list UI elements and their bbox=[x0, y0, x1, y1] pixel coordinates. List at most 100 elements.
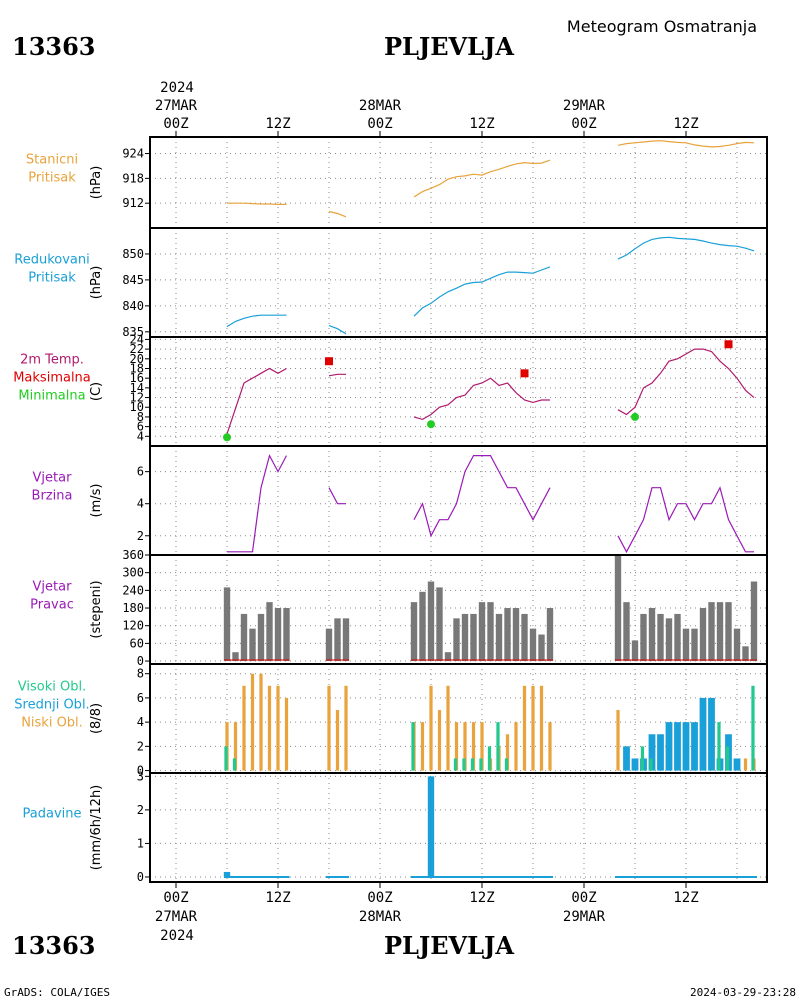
x-time-top: 00Z bbox=[163, 116, 188, 132]
series-line bbox=[227, 202, 287, 205]
bar bbox=[514, 722, 518, 771]
bar bbox=[716, 602, 724, 662]
y-tick-label: 12 bbox=[130, 391, 144, 405]
bar bbox=[344, 685, 348, 771]
bar bbox=[267, 685, 272, 771]
bar bbox=[742, 646, 749, 662]
bar bbox=[487, 746, 492, 771]
bar bbox=[327, 685, 331, 771]
max-temp-marker bbox=[724, 340, 733, 349]
min-temp-marker bbox=[631, 412, 639, 421]
bar bbox=[750, 581, 758, 662]
x-time-bottom: 00Z bbox=[163, 890, 188, 906]
panel-label: Pritisak bbox=[28, 171, 76, 186]
x-date-bottom: 29MAR bbox=[563, 909, 606, 925]
y-tick-label: 8 bbox=[137, 410, 144, 424]
series-line bbox=[328, 325, 347, 335]
panel-unit: (stepeni) bbox=[89, 580, 104, 638]
bar bbox=[682, 628, 690, 662]
series-line bbox=[617, 236, 755, 260]
y-tick-label: 4 bbox=[137, 497, 144, 511]
x-date-bottom: 28MAR bbox=[359, 909, 402, 925]
series-line bbox=[328, 487, 346, 505]
bar bbox=[648, 608, 656, 662]
series-line bbox=[413, 377, 550, 421]
year-bottom: 2024 bbox=[160, 928, 194, 944]
y-tick-label: 4 bbox=[137, 429, 144, 443]
footer-software: GrADS: COLA/IGES bbox=[4, 986, 110, 999]
bar bbox=[284, 697, 289, 771]
panel-unit: (m/s) bbox=[89, 484, 104, 518]
bar bbox=[733, 628, 741, 662]
bar bbox=[266, 602, 273, 662]
bar bbox=[232, 652, 239, 662]
series-line bbox=[226, 314, 287, 328]
bar bbox=[699, 608, 707, 662]
max-temp-marker bbox=[325, 357, 333, 366]
panel-frame bbox=[149, 227, 768, 338]
bar bbox=[420, 722, 425, 771]
y-tick-label: 2 bbox=[137, 739, 144, 753]
y-tick-label: 60 bbox=[130, 636, 144, 650]
bar bbox=[463, 722, 467, 771]
y-tick-label: 850 bbox=[122, 247, 144, 261]
bar bbox=[743, 758, 748, 771]
series-line bbox=[226, 367, 287, 435]
x-date-bottom: 27MAR bbox=[155, 909, 198, 925]
bar bbox=[461, 613, 469, 662]
bar bbox=[478, 602, 486, 662]
bar bbox=[665, 722, 673, 771]
bar bbox=[470, 758, 475, 771]
min-temp-marker bbox=[223, 433, 231, 442]
bar bbox=[453, 758, 458, 771]
panel-wind_dir: 0 60 120 180 240 300 360 Vjetar Pravac (stepeni) bbox=[30, 548, 768, 668]
station-name-bottom: PLJEVLJA bbox=[384, 931, 514, 960]
panel-unit: (mm/6h/12h) bbox=[89, 785, 104, 871]
panel-label: Srednji Obl. bbox=[14, 698, 89, 713]
footer-timestamp: 2024-03-29-23:28 bbox=[690, 986, 796, 999]
bar bbox=[249, 628, 256, 662]
y-tick-label: 10 bbox=[130, 400, 144, 414]
x-time-top: 00Z bbox=[571, 116, 596, 132]
bar bbox=[504, 608, 511, 662]
bar bbox=[240, 613, 248, 662]
y-tick-label: 1 bbox=[137, 836, 144, 850]
bar bbox=[479, 758, 483, 771]
bar bbox=[223, 871, 231, 877]
panel-label: Redukovani bbox=[14, 253, 89, 268]
bar bbox=[522, 685, 527, 771]
x-date-top: 29MAR bbox=[563, 98, 606, 114]
y-tick-label: 0 bbox=[137, 870, 144, 884]
bar bbox=[623, 602, 630, 662]
x-time-bottom: 12Z bbox=[673, 890, 698, 906]
station-id-top: 13363 bbox=[12, 32, 96, 61]
bar bbox=[699, 697, 707, 771]
panel-label: Minimalna bbox=[18, 389, 85, 404]
bar bbox=[419, 591, 426, 662]
y-tick-label: 835 bbox=[122, 325, 144, 339]
station-id-bottom: 13363 bbox=[12, 931, 96, 960]
y-tick-label: 3 bbox=[137, 769, 144, 783]
x-time-top: 12Z bbox=[469, 116, 494, 132]
bar bbox=[250, 673, 255, 771]
bar bbox=[446, 685, 450, 771]
bar bbox=[454, 722, 459, 771]
bar bbox=[276, 685, 280, 771]
bar bbox=[529, 628, 537, 662]
bar bbox=[444, 652, 452, 662]
bar bbox=[674, 722, 681, 771]
bar bbox=[708, 602, 715, 662]
panel-precip: 0 1 2 3 Padavine (mm/6h/12h) bbox=[23, 769, 768, 884]
y-tick-label: 0 bbox=[137, 764, 144, 778]
bar bbox=[640, 613, 647, 662]
bar bbox=[733, 758, 741, 771]
panel-frame bbox=[149, 336, 768, 447]
panel-label: Vjetar bbox=[33, 471, 73, 486]
bar bbox=[538, 634, 545, 662]
bar bbox=[546, 608, 554, 662]
bar bbox=[657, 734, 664, 771]
y-tick-label: 2 bbox=[137, 529, 144, 543]
panel-label: Padavine bbox=[23, 807, 82, 822]
